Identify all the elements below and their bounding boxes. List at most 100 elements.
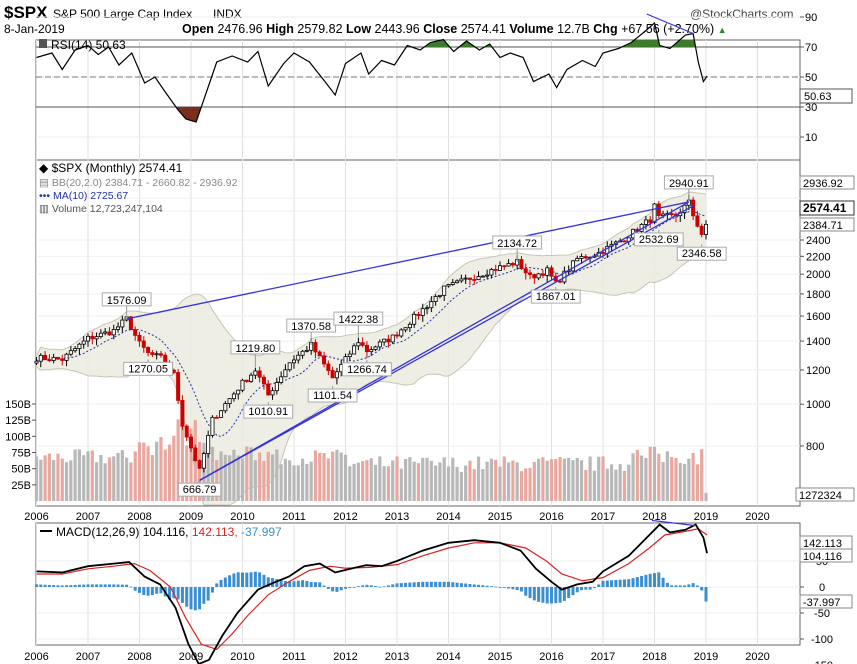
macd-hist-bar [120, 584, 124, 587]
volume-bar [567, 457, 571, 501]
candle-body [691, 199, 696, 217]
volume-bar [391, 460, 395, 501]
candle-body [360, 342, 365, 346]
candle-body [176, 372, 181, 401]
macd-line [36, 523, 708, 664]
macd-hist-bar [95, 584, 99, 587]
volume-bar [34, 456, 39, 501]
macd-hist-bar [223, 577, 227, 587]
annotation-box [342, 362, 392, 377]
volume-bar [498, 466, 502, 501]
candle-body [180, 400, 185, 427]
volume-bar [399, 468, 403, 501]
candle-body [699, 225, 704, 235]
volume-tick-label: 100B [5, 431, 31, 443]
volume-bar [592, 470, 597, 501]
volume-label: Volume [509, 22, 554, 36]
year-label-bottom: 2010 [230, 651, 254, 663]
candle-body [549, 267, 554, 277]
volume-bar [318, 452, 322, 501]
macd-hist-bar [528, 587, 532, 599]
year-label: 2008 [127, 511, 151, 523]
macd-hist-bar [447, 581, 450, 587]
year-label-bottom: 2009 [179, 651, 203, 663]
candle-body [652, 203, 657, 223]
macd-hist-bar [464, 583, 468, 587]
price-tick-label: 1400 [806, 336, 830, 348]
macd-hist-bar [438, 581, 442, 587]
rsi-panel-frame [35, 39, 801, 161]
volume-bar [464, 465, 468, 501]
candle-body [128, 316, 133, 331]
ohlc-line: Open 2476.96 High 2579.82 Low 2443.96 Cl… [182, 22, 727, 36]
low-label: Low [346, 22, 372, 36]
candle-body [249, 374, 254, 382]
volume-bar [253, 460, 257, 501]
macd-hist-bar [670, 585, 674, 587]
macd-hist-bar [648, 573, 652, 587]
low-value: 2443.96 [374, 22, 420, 36]
volume-bar [519, 471, 524, 501]
candle-body [394, 334, 399, 337]
candle-body [373, 346, 378, 350]
volume-legend: ▥ Volume 12,723,247,104 [39, 203, 163, 215]
candle-body [219, 410, 224, 418]
volume-bar [631, 453, 635, 501]
volume-bar [159, 437, 163, 501]
candle-body [364, 344, 369, 353]
macd-hist-bar [279, 580, 283, 587]
candle-body [197, 460, 202, 469]
macd-hist-bar [288, 581, 292, 587]
volume-bar [125, 457, 129, 501]
volume-bar [597, 456, 601, 501]
candle-body [55, 356, 60, 360]
volume-bar [77, 449, 82, 501]
candle-body [326, 363, 331, 371]
volume-bar [369, 458, 373, 501]
volume-bar [189, 428, 193, 501]
macd-hist-bar [421, 581, 425, 587]
macd-hist-bar [236, 572, 240, 587]
candle-body [476, 276, 481, 281]
open-value: 2476.96 [217, 22, 263, 36]
macd-hist-bar [541, 587, 545, 603]
volume-bar [549, 459, 554, 501]
macd-hist-bar [584, 587, 588, 590]
price-legend-title: ◆ $SPX (Monthly) 2574.41 [39, 161, 183, 175]
volume-bar [228, 455, 232, 501]
macd-hist-bar [374, 585, 378, 587]
volume-bar [421, 457, 425, 501]
volume-bar [240, 458, 245, 501]
year-label-bottom: 2020 [745, 651, 769, 663]
macd-hist-bar [185, 587, 189, 607]
macd-legend-hist: -37.997 [241, 525, 282, 539]
lower-trendline [199, 205, 694, 481]
rsi-tick-label: 10 [805, 132, 817, 144]
macd-hist-bar [695, 585, 699, 587]
candle-body [103, 331, 108, 334]
macd-hist-bar [39, 584, 43, 587]
volume-bar [73, 449, 77, 501]
candle-body [270, 390, 275, 396]
candle-body [146, 347, 151, 353]
volume-bar [245, 446, 249, 501]
candle-body [47, 359, 52, 362]
volume-bar [554, 458, 558, 501]
volume-bar [425, 457, 429, 501]
macd-hist-bar [631, 578, 635, 587]
close-value: 2574.41 [460, 22, 506, 36]
candle-body [261, 376, 266, 385]
candle-body [502, 265, 507, 268]
volume-bar [275, 449, 279, 501]
candle-body [274, 382, 279, 392]
candle-body [369, 349, 374, 353]
macd-hist-bar [301, 580, 305, 587]
macd-hist-bar [378, 586, 382, 588]
candle-body [459, 278, 464, 282]
macd-value-tag: 104.116 [803, 551, 842, 563]
volume-bar [215, 460, 219, 501]
open-label: Open [182, 22, 214, 36]
volume-bar [90, 450, 94, 501]
macd-hist-bar [142, 587, 146, 596]
year-label: 2019 [694, 511, 718, 523]
